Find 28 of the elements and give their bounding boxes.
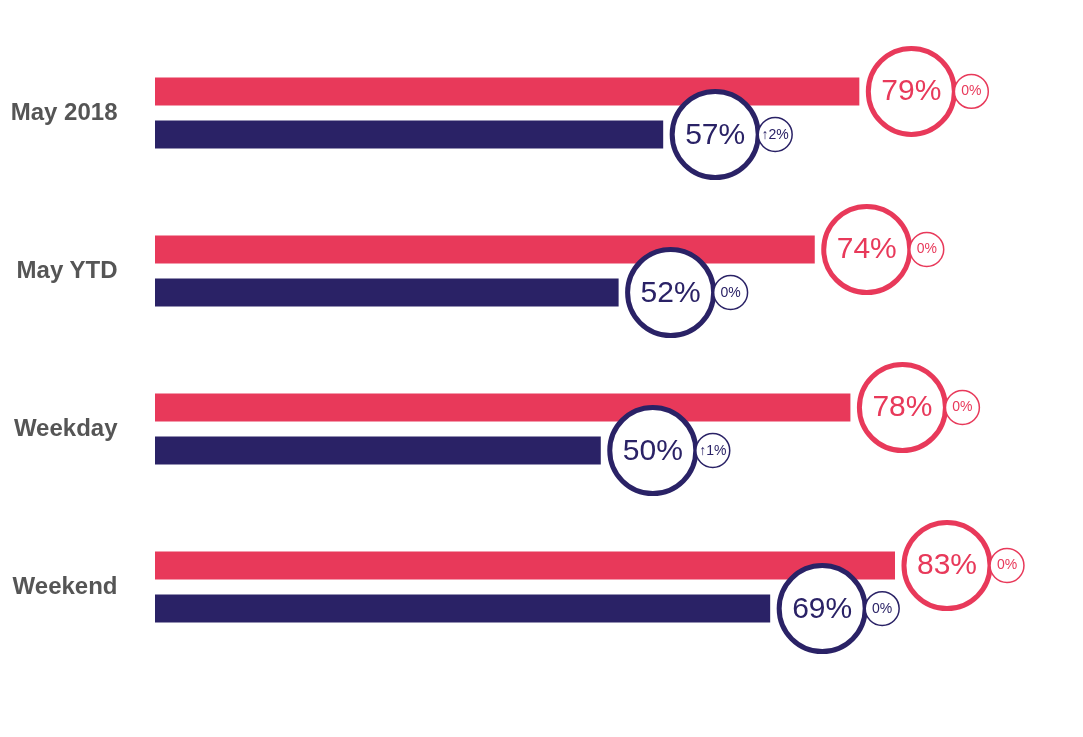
bar — [155, 393, 851, 422]
y-tick-label: Weekday — [13, 414, 119, 442]
data-label: 50% — [622, 432, 683, 466]
text: 0% — [952, 398, 973, 415]
annotation: ↑2% — [761, 125, 789, 142]
data-label: 78% — [872, 389, 933, 423]
bar — [155, 551, 895, 580]
data-label: 52% — [640, 274, 701, 308]
text: 0% — [961, 82, 982, 99]
data-label: 74% — [836, 231, 897, 265]
bar — [155, 436, 601, 465]
annotation: ↑1% — [699, 441, 727, 458]
data-label: 69% — [792, 590, 853, 624]
bar — [155, 278, 619, 307]
y-tick-label: Weekend — [12, 572, 118, 600]
annotation: 0% — [872, 599, 893, 616]
data-label: 57% — [685, 116, 746, 150]
bar — [155, 235, 815, 264]
data-label: 79% — [881, 73, 942, 107]
data-label: 83% — [916, 547, 978, 581]
text: 0% — [996, 556, 1018, 573]
y-tick-label: May YTD — [16, 255, 118, 283]
bar — [155, 77, 860, 106]
annotation: 0% — [720, 283, 741, 300]
text: 0% — [916, 240, 937, 257]
bar — [155, 120, 664, 149]
bar — [155, 594, 771, 623]
y-tick-label: May 2018 — [10, 97, 118, 125]
